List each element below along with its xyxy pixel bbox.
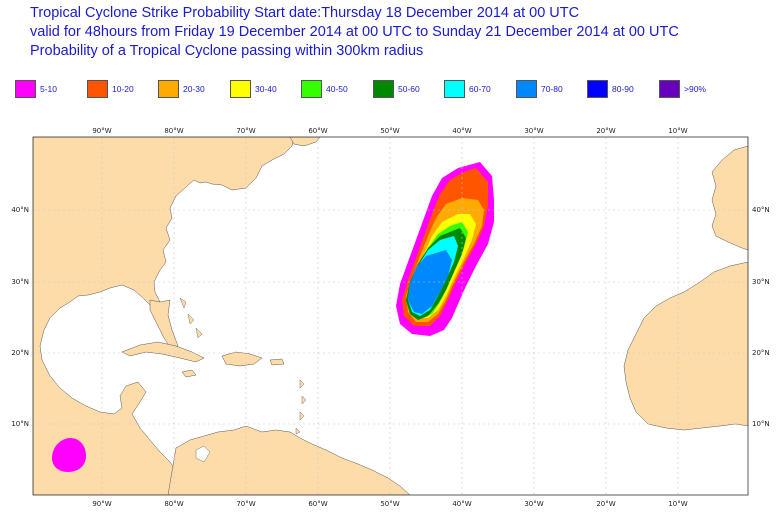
lon-label-bottom: 40°W: [452, 500, 471, 508]
lat-label-right: 20°N: [752, 349, 770, 357]
cuba-island: [121, 341, 205, 363]
legend-swatch: [516, 80, 537, 98]
lat-label-left: 10°N: [11, 420, 29, 428]
florida-land: [149, 299, 179, 351]
iberia-land: [711, 137, 748, 251]
legend-label: 60-70: [469, 84, 491, 94]
gulf-of-maracaibo: [195, 445, 211, 463]
legend-label: 70-80: [541, 84, 563, 94]
greenland-land: [289, 137, 321, 147]
lat-label-left: 30°N: [11, 278, 29, 286]
lon-label-bottom: 30°W: [524, 500, 543, 508]
legend-label: 5-10: [40, 84, 58, 94]
south-america-land: [167, 425, 411, 495]
legend-label: 50-60: [398, 84, 420, 94]
legend-label: 30-40: [255, 84, 277, 94]
lon-label-bottom: 10°W: [668, 500, 687, 508]
lon-label-bottom: 80°W: [164, 500, 183, 508]
lon-label-bottom: 50°W: [380, 500, 399, 508]
map-svg: 90°W 80°W 70°W 60°W 50°W 40°W 30°W 20°W …: [11, 127, 770, 508]
map-frame: [32, 136, 749, 496]
probability-legend: 5-10 10-20 20-30 30-40 40-50 50-60 60-70…: [0, 80, 781, 102]
lat-label-right: 40°N: [752, 206, 770, 214]
legend-label: >90%: [684, 84, 706, 94]
jamaica-island: [181, 369, 197, 378]
lon-label-top: 90°W: [92, 127, 111, 135]
title-line-2: valid for 48hours from Friday 19 Decembe…: [30, 24, 679, 40]
legend-swatch: [659, 80, 680, 98]
lon-label-top: 20°W: [596, 127, 615, 135]
lat-label-left: 20°N: [11, 349, 29, 357]
africa-land: [623, 261, 748, 431]
legend-swatch: [373, 80, 394, 98]
legend-swatch: [158, 80, 179, 98]
legend-label: 80-90: [612, 84, 634, 94]
graticule: [33, 137, 748, 495]
legend-label: 20-30: [183, 84, 205, 94]
right-latitude-labels: 40°N 30°N 20°N 10°N: [752, 206, 770, 428]
lon-label-top: 30°W: [524, 127, 543, 135]
legend-label: 10-20: [112, 84, 134, 94]
lon-label-bottom: 60°W: [308, 500, 327, 508]
lon-label-top: 60°W: [308, 127, 327, 135]
bottom-longitude-labels: 90°W 80°W 70°W 60°W 50°W 40°W 30°W 20°W …: [92, 500, 687, 508]
title-line-1: Tropical Cyclone Strike Probability Star…: [30, 5, 580, 21]
strike-probability-plume: [396, 162, 494, 336]
legend-swatch: [15, 80, 36, 98]
bahamas-islands: [179, 297, 203, 339]
lon-label-bottom: 90°W: [92, 500, 111, 508]
lesser-antilles-islands: [295, 379, 307, 435]
title-line-3: Probability of a Tropical Cyclone passin…: [30, 43, 424, 59]
pacific-probability-blob: [52, 438, 86, 472]
map-title: Tropical Cyclone Strike Probability Star…: [30, 4, 775, 61]
legend-swatch: [87, 80, 108, 98]
map-panel: 90°W 80°W 70°W 60°W 50°W 40°W 30°W 20°W …: [0, 118, 781, 517]
legend-label: 40-50: [326, 84, 348, 94]
lon-label-top: 80°W: [164, 127, 183, 135]
legend-swatch: [587, 80, 608, 98]
lon-label-top: 50°W: [380, 127, 399, 135]
top-longitude-labels: 90°W 80°W 70°W 60°W 50°W 40°W 30°W 20°W …: [92, 127, 687, 135]
lon-label-bottom: 70°W: [236, 500, 255, 508]
legend-swatch: [230, 80, 251, 98]
lon-label-bottom: 20°W: [596, 500, 615, 508]
lon-label-top: 10°W: [668, 127, 687, 135]
north-america-land: [33, 137, 295, 495]
lon-label-top: 70°W: [236, 127, 255, 135]
lat-label-left: 40°N: [11, 206, 29, 214]
lat-label-right: 10°N: [752, 420, 770, 428]
legend-swatch: [444, 80, 465, 98]
lon-label-top: 40°W: [452, 127, 471, 135]
legend-swatch: [301, 80, 322, 98]
puerto-rico-island: [269, 358, 285, 366]
lat-label-right: 30°N: [752, 278, 770, 286]
left-latitude-labels: 40°N 30°N 20°N 10°N: [11, 206, 29, 428]
hispaniola-island: [221, 351, 263, 367]
